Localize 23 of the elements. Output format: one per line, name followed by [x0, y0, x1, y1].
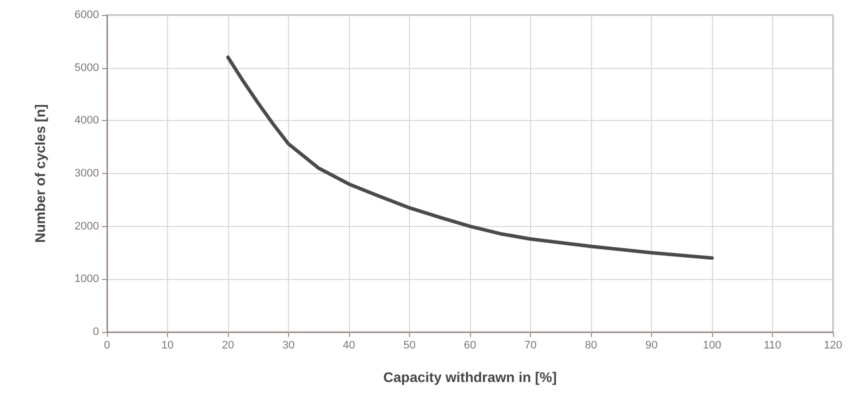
x-tick-label: 80 [584, 340, 598, 352]
x-tick-label: 110 [764, 340, 782, 352]
x-tick-label: 90 [645, 340, 658, 352]
y-axis-title: Number of cycles [n] [32, 104, 48, 243]
y-tick-label: 1000 [74, 273, 99, 286]
x-tick-label: 100 [702, 340, 722, 352]
y-tick-label: 3000 [74, 168, 99, 180]
x-tick-label: 40 [342, 340, 356, 352]
x-tick-label: 20 [222, 340, 234, 352]
y-tick-label: 6000 [74, 9, 99, 21]
x-tick-label: 60 [464, 340, 476, 352]
y-tick-label: 0 [92, 326, 99, 338]
line-series [226, 56, 714, 260]
x-tick-label: 0 [104, 340, 110, 352]
y-tick-label: 5000 [74, 62, 99, 74]
x-tick-label: 50 [403, 340, 416, 352]
y-tick-label: 4000 [74, 114, 99, 127]
x-tick-label: 120 [824, 340, 842, 352]
y-tick-label: 2000 [74, 220, 99, 232]
x-tick-label: 70 [524, 340, 537, 352]
x-tick-label: 30 [282, 340, 295, 352]
x-axis-title: Capacity withdrawn in [%] [383, 369, 557, 385]
x-tick-label: 10 [161, 340, 174, 352]
